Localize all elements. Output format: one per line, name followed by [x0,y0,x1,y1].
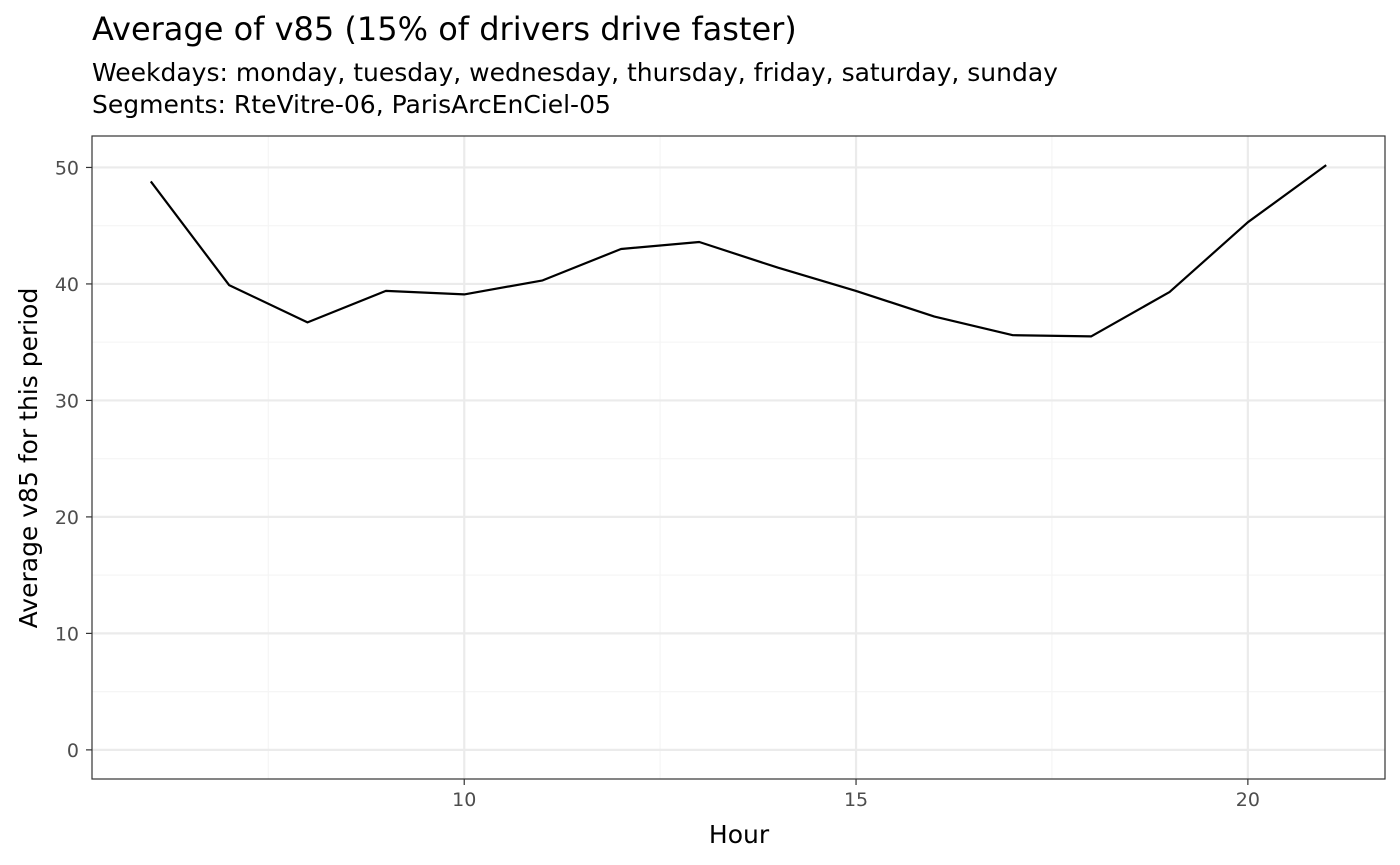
chart-subtitle-segments: Segments: RteVitre-06, ParisArcEnCiel-05 [92,90,611,119]
x-tick-label: 20 [1236,789,1260,811]
y-tick-label: 40 [55,274,79,296]
grid-lines [92,136,1385,779]
series-line [149,164,1327,338]
chart-subtitle-weekdays: Weekdays: monday, tuesday, wednesday, th… [92,58,1058,87]
y-axis-title: Average v85 for this period [14,288,43,629]
y-tick-label: 0 [67,740,79,762]
x-tick-label: 10 [452,789,476,811]
y-tick-label: 30 [55,390,79,412]
x-tick-label: 15 [844,789,868,811]
y-tick-label: 50 [55,157,79,179]
y-tick-label: 20 [55,507,79,529]
series-layer [149,164,1327,338]
panel-border [91,135,1386,780]
x-axis-title: Hour [709,820,770,849]
y-tick-label: 10 [55,623,79,645]
axis-ticks: 0 10 20 30 40 50 10 15 20 [55,157,1260,811]
chart-title: Average of v85 (15% of drivers drive fas… [92,10,797,48]
